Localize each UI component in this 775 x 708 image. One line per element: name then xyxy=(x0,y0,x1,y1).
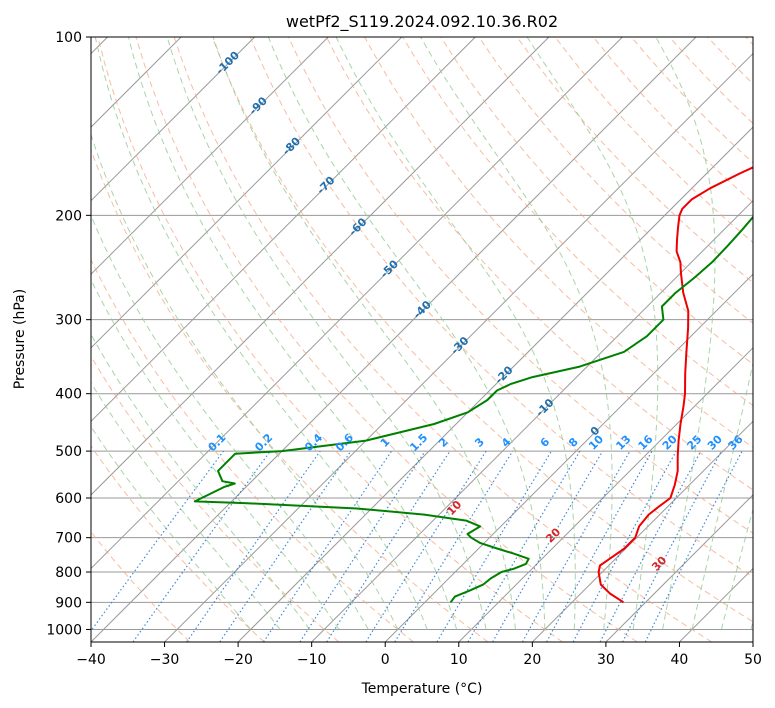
dry-adiabat-line xyxy=(326,37,753,491)
moist-adiabat-line xyxy=(91,214,369,630)
y-tick-label: 300 xyxy=(55,313,82,329)
dry-adiabat-line xyxy=(91,258,414,642)
y-tick-label: 800 xyxy=(55,565,82,581)
x-axis-title: Temperature (°C) xyxy=(361,681,483,697)
mixing-ratio-line xyxy=(299,450,426,642)
y-tick-label: 200 xyxy=(55,208,82,224)
isotherm-line xyxy=(91,37,256,202)
y-axis-title: Pressure (hPa) xyxy=(12,289,28,389)
moist-adiabat-line xyxy=(91,381,281,630)
mixing-ratio-line xyxy=(91,450,224,632)
dry-adiabat-line xyxy=(97,37,563,642)
isotherm-line xyxy=(605,494,753,642)
y-tick-label: 700 xyxy=(55,531,82,547)
y-tick-label: 500 xyxy=(55,444,82,460)
dry-adiabat-line xyxy=(287,37,753,534)
dry-adiabat-line xyxy=(91,445,265,642)
dry-adiabat-line xyxy=(249,37,753,578)
x-tick-label: −30 xyxy=(150,652,180,668)
isotherm-line xyxy=(458,347,753,642)
moist-adiabats xyxy=(91,37,753,630)
moist-adiabat-line xyxy=(212,37,516,630)
isotherm-line xyxy=(91,37,550,496)
x-tick-label: 40 xyxy=(671,652,689,668)
isotherm-line xyxy=(237,126,753,642)
dry-adiabat-line xyxy=(173,37,713,642)
x-tick-label: −20 xyxy=(223,652,253,668)
isotherm-line xyxy=(91,37,476,423)
y-axis: 100 200 300 400 500 600 700 800 900 1000 xyxy=(46,30,91,638)
plot-frame xyxy=(90,36,754,643)
x-tick-label: 10 xyxy=(450,652,468,668)
mixing-ratio-line xyxy=(132,450,271,642)
isotherm-line xyxy=(91,37,403,349)
y-tick-label: 400 xyxy=(55,387,82,403)
isotherm-line xyxy=(91,37,623,570)
dry-adiabat-line xyxy=(211,37,753,623)
isotherm-line xyxy=(164,52,753,642)
moist-adiabat-line xyxy=(267,37,546,630)
x-tick-label: 50 xyxy=(744,652,762,668)
mixing-ratio-line xyxy=(394,450,514,642)
y-tick-label: 1000 xyxy=(46,622,82,638)
moist-adiabat-line xyxy=(655,37,716,630)
isotherm-line xyxy=(91,37,329,275)
mixing-ratio-lines xyxy=(91,450,743,642)
mixing-ratio-line xyxy=(262,450,392,642)
x-tick-label: −40 xyxy=(76,652,106,668)
x-tick-label: 20 xyxy=(523,652,541,668)
x-tick-label: −10 xyxy=(297,652,327,668)
moist-adiabat-line xyxy=(94,37,428,630)
isotherm-line xyxy=(91,37,697,642)
mixing-ratio-line xyxy=(572,450,677,642)
moist-adiabat-line xyxy=(335,37,576,630)
sounding-series xyxy=(193,166,753,604)
mixing-ratio-line xyxy=(326,450,451,642)
moist-adiabat-line xyxy=(720,507,753,630)
moist-adiabat-line xyxy=(128,37,458,630)
moist-adiabat-line xyxy=(691,360,753,630)
mixing-ratio-line xyxy=(521,450,631,642)
moist-adiabat-line xyxy=(526,37,659,630)
chart-title: wetPf2_S119.2024.092.10.36.R02 xyxy=(286,12,558,32)
mixing-ratio-line xyxy=(186,450,321,642)
mixing-ratio-line xyxy=(219,450,352,642)
isotherms xyxy=(91,37,753,642)
dewpoint-profile-line xyxy=(193,215,753,603)
y-tick-label: 100 xyxy=(55,30,82,46)
plot-area: -100-90-80-70-60-50-40-30-20-1000.1 0.2 0.… xyxy=(91,37,753,642)
isotherm-line xyxy=(531,420,753,642)
moist-adiabat-line xyxy=(91,333,310,630)
mixing-ratio-line xyxy=(546,450,653,642)
temperature-profile-line xyxy=(597,166,753,604)
moist-adiabat-line xyxy=(420,37,613,630)
y-tick-label: 900 xyxy=(55,595,82,611)
moist-adiabat-line xyxy=(91,133,399,630)
x-tick-label: 0 xyxy=(381,652,390,668)
x-tick-label: 30 xyxy=(597,652,615,668)
dry-adiabat-line xyxy=(91,355,340,642)
y-tick-label: 600 xyxy=(55,491,82,507)
x-axis: −40 −30 −20 −10 0 10 20 30 40 50 xyxy=(76,642,762,668)
moist-adiabat-line xyxy=(91,425,252,630)
mixing-ratio-line xyxy=(644,450,743,642)
